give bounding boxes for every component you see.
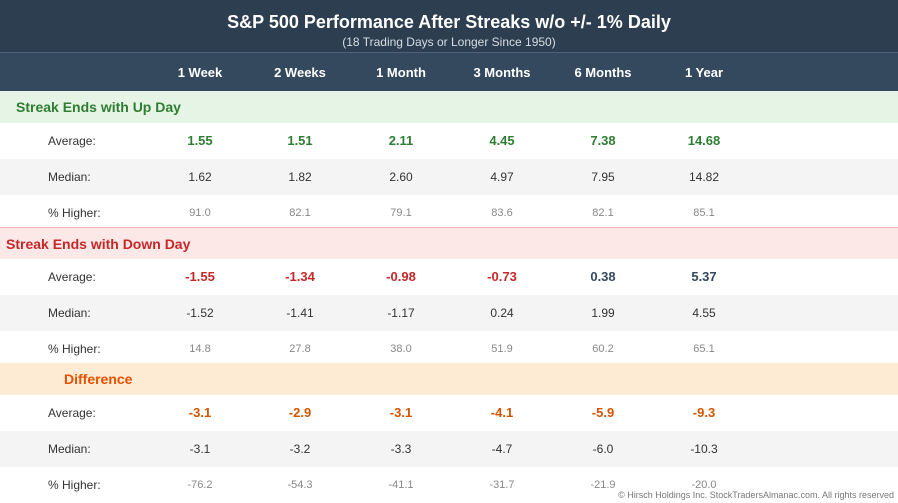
title-bar: S&P 500 Performance After Streaks w/o +/…	[0, 0, 898, 52]
table-cell: 14.82	[688, 170, 720, 184]
table-cell: 4.45	[489, 133, 515, 148]
table-row-higher: % Higher: 14.8 27.8 38.0 51.9 60.2 65.1	[0, 331, 898, 367]
table-cell: 85.1	[693, 207, 715, 219]
table-cell: -4.7	[491, 442, 513, 456]
table-cell: -3.1	[389, 405, 413, 420]
table-cell: -20.0	[691, 479, 717, 491]
section-header-difference: Difference	[0, 363, 898, 395]
table-cell: -3.3	[390, 442, 412, 456]
table-cell: 38.0	[390, 343, 412, 355]
row-label: % Higher:	[48, 206, 101, 220]
table-cell: 7.95	[591, 170, 615, 184]
table-row-higher: % Higher: 91.0 82.1 79.1 83.6 82.1 85.1	[0, 195, 898, 231]
table-cell: -54.3	[287, 479, 313, 491]
column-header-2-weeks: 2 Weeks	[274, 65, 326, 80]
column-header-row: 1 Week 2 Weeks 1 Month 3 Months 6 Months 1 Ye…	[0, 52, 898, 92]
table-subtitle: (18 Trading Days or Longer Since 1950)	[342, 35, 556, 49]
table-cell: -1.52	[186, 306, 214, 320]
table-cell: -0.98	[386, 269, 416, 284]
table-row-average: Average: -1.55 -1.34 -0.98 -0.73 0.38 5.37	[0, 259, 898, 295]
table-cell: 91.0	[189, 207, 211, 219]
table-cell: -1.55	[185, 269, 215, 284]
table-cell: 0.24	[490, 306, 514, 320]
table-cell: 14.68	[687, 133, 721, 148]
column-header-1-month: 1 Month	[376, 65, 426, 80]
column-header-1-week: 1 Week	[177, 65, 223, 80]
table-cell: -31.7	[489, 479, 515, 491]
table-cell: 82.1	[289, 207, 311, 219]
table-row-average: Average: 1.55 1.51 2.11 4.45 7.38 14.68	[0, 123, 898, 159]
table-cell: 82.1	[592, 207, 614, 219]
table-cell: -6.0	[592, 442, 614, 456]
table-cell: -2.9	[288, 405, 312, 420]
table-row-higher: % Higher: -76.2 -54.3 -41.1 -31.7 -21.9 -20.0	[0, 467, 898, 503]
table-cell: 83.6	[491, 207, 513, 219]
table-cell: -4.1	[490, 405, 514, 420]
table-row-median: Median: -1.52 -1.41 -1.17 0.24 1.99 4.55	[0, 295, 898, 331]
table-row-average: Average: -3.1 -2.9 -3.1 -4.1 -5.9 -9.3	[0, 395, 898, 431]
table-cell: 2.11	[388, 133, 414, 148]
table-cell: 1.82	[288, 170, 312, 184]
section-title: Difference	[64, 371, 133, 387]
table-cell: 1.55	[187, 133, 213, 148]
table-cell: 60.2	[592, 343, 614, 355]
row-label: Average:	[48, 270, 96, 284]
table-cell: 14.8	[189, 343, 211, 355]
table-cell: -1.17	[387, 306, 415, 320]
row-label: Median:	[48, 306, 91, 320]
table-cell: -0.73	[487, 269, 517, 284]
table-cell: -3.1	[188, 405, 212, 420]
table-cell: -3.1	[189, 442, 211, 456]
table-cell: 1.62	[188, 170, 212, 184]
section-title: Streak Ends with Up Day	[16, 99, 181, 115]
table-cell: -1.34	[285, 269, 315, 284]
table-cell: 51.9	[491, 343, 513, 355]
table-cell: 0.38	[590, 269, 616, 284]
table-cell: 65.1	[693, 343, 715, 355]
row-label: % Higher:	[48, 342, 101, 356]
row-label: Average:	[48, 134, 96, 148]
section-header-streak-ends-with-up-day: Streak Ends with Up Day	[0, 91, 898, 123]
table-cell: -10.3	[690, 442, 718, 456]
table-cell: -5.9	[591, 405, 615, 420]
table-cell: 4.97	[490, 170, 514, 184]
row-label: Median:	[48, 170, 91, 184]
row-label: Average:	[48, 406, 96, 420]
table-cell: 1.51	[287, 133, 313, 148]
table-cell: -1.41	[286, 306, 314, 320]
column-header-3-months: 3 Months	[473, 65, 531, 80]
table-cell: -21.9	[590, 479, 616, 491]
table-cell: 27.8	[289, 343, 311, 355]
row-label: % Higher:	[48, 478, 101, 492]
section-header-streak-ends-with-down-day: Streak Ends with Down Day	[0, 227, 898, 260]
table-title: S&P 500 Performance After Streaks w/o +/…	[227, 12, 671, 32]
section-title: Streak Ends with Down Day	[6, 236, 191, 252]
table-cell: 79.1	[390, 207, 412, 219]
table-cell: -3.2	[289, 442, 311, 456]
column-header-6-months: 6 Months	[574, 65, 632, 80]
table-row-median: Median: -3.1 -3.2 -3.3 -4.7 -6.0 -10.3	[0, 431, 898, 467]
table-cell: -41.1	[388, 479, 414, 491]
table-cell: 5.37	[691, 269, 717, 284]
table-cell: 4.55	[692, 306, 716, 320]
table-cell: 7.38	[590, 133, 616, 148]
table-cell: -9.3	[692, 405, 716, 420]
column-header-1-year: 1 Year	[684, 65, 724, 80]
table-row-median: Median: 1.62 1.82 2.60 4.97 7.95 14.82	[0, 159, 898, 195]
copyright-footer: © Hirsch Holdings Inc. StockTradersAlman…	[618, 490, 894, 500]
table-cell: 1.99	[591, 306, 615, 320]
table-cell: 2.60	[389, 170, 413, 184]
row-label: Median:	[48, 442, 91, 456]
table-cell: -76.2	[187, 479, 213, 491]
